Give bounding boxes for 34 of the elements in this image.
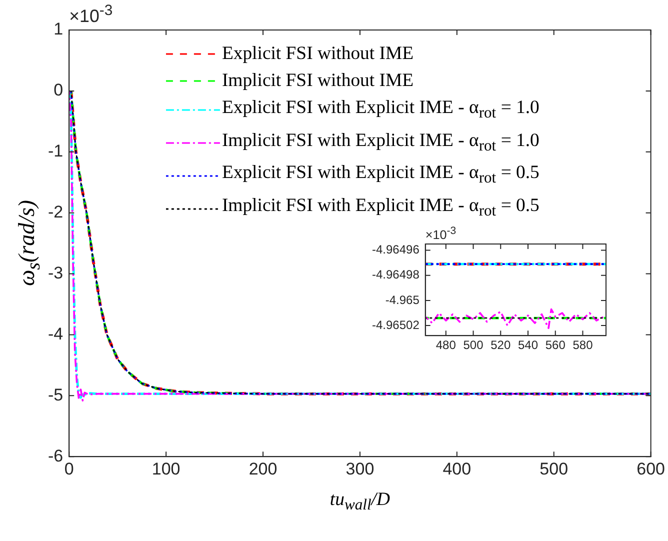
annotation: ×10$^{-3}$ (425, 224, 456, 242)
x-tick-label: 600 (636, 459, 666, 478)
y-tick-label: 0 (54, 80, 64, 100)
x-tick-label: 500 (463, 338, 484, 352)
y-tick-label: -2 (48, 202, 64, 222)
y-tick-label: -4.96502 (372, 318, 420, 332)
x-tick-label: 480 (436, 338, 456, 352)
x-tick-label: 100 (152, 459, 180, 478)
y-tick-label: 1 (54, 20, 64, 39)
line-series (425, 308, 606, 329)
y-tick-label: -6 (48, 446, 64, 466)
legend-label: Explicit FSI with Explicit IME - α$_{rot}$ = 1.0 (222, 96, 540, 124)
legend-label: Implicit FSI with Explicit IME - α$_{rot}$ = 1.0 (222, 128, 540, 156)
x-tick-label: 200 (248, 459, 278, 478)
y-tick-label: -4 (48, 324, 64, 344)
x-tick-label: 500 (540, 459, 568, 478)
x-tick-label: 300 (346, 459, 374, 478)
x-tick-label: 520 (490, 338, 511, 352)
x-tick-label: 400 (442, 459, 472, 478)
x-tick-label: 580 (572, 338, 594, 352)
legend-label: Explicit FSI with Explicit IME - α$_{rot}$ = 0.5 (222, 161, 540, 190)
x-axis-title: tu$_{wall}$/D (330, 488, 390, 515)
y-tick-label: -3 (48, 263, 64, 282)
x-tick-label: 560 (545, 338, 566, 352)
y-tick-label: -5 (48, 385, 64, 404)
legend-label: Implicit FSI with Explicit IME - α$_{rot}$ = 0.5 (222, 194, 540, 222)
x-tick-label: 540 (518, 338, 538, 352)
legend-label: Implicit FSI without IME (222, 69, 414, 93)
y-tick-label: -1 (48, 142, 64, 161)
y-tick-label: -4.96498 (372, 268, 420, 282)
y-tick-label: -4.965 (385, 292, 420, 307)
y-tick-label: -4.96496 (372, 242, 420, 257)
legend-label: Explicit FSI without IME (222, 42, 414, 66)
text: ×10$^{-3}$ (69, 2, 113, 27)
